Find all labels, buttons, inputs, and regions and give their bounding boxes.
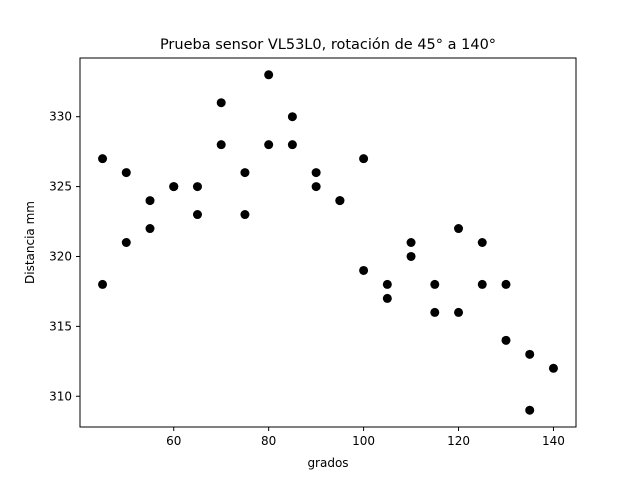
data-point (477, 279, 487, 289)
y-axis-label: Distancia mm (23, 201, 37, 284)
data-point (264, 140, 274, 150)
data-point (145, 196, 155, 206)
data-point (287, 140, 297, 150)
data-points (98, 70, 558, 415)
x-tick-label: 80 (261, 434, 276, 448)
data-point (287, 112, 297, 122)
data-point (121, 168, 131, 178)
data-point (145, 224, 155, 234)
data-point (406, 238, 416, 247)
y-tick-label: 320 (49, 249, 72, 263)
y-tick-label: 315 (49, 319, 72, 333)
data-point (240, 210, 250, 220)
data-point (216, 98, 226, 108)
chart-title: Prueba sensor VL53L0, rotación de 45° a … (160, 37, 496, 53)
x-tick-label: 140 (542, 434, 565, 448)
data-point (311, 182, 321, 192)
data-point (359, 265, 369, 275)
data-point (501, 279, 511, 289)
x-tick-label: 120 (447, 434, 470, 448)
plot-frame (79, 57, 577, 428)
data-point (311, 168, 321, 178)
y-axis-ticks: 310 315 320 325 330 (49, 110, 80, 403)
data-point (240, 168, 250, 178)
x-axis-ticks: 60 80 100 120 140 (166, 427, 565, 448)
data-point (192, 210, 202, 220)
data-point (192, 182, 202, 192)
x-axis-label: grados (307, 456, 348, 470)
data-point (216, 140, 226, 150)
data-point (359, 154, 369, 164)
y-tick-label: 310 (49, 389, 72, 403)
data-point (406, 251, 416, 261)
data-point (477, 238, 487, 247)
x-tick-label: 60 (166, 434, 181, 448)
data-point (430, 307, 440, 317)
data-point (525, 405, 535, 415)
data-point (454, 224, 464, 234)
data-point (501, 335, 511, 345)
data-point (548, 363, 558, 373)
data-point (98, 279, 108, 289)
data-point (98, 154, 108, 164)
data-point (454, 307, 464, 317)
x-tick-label: 100 (352, 434, 375, 448)
data-point (525, 349, 535, 359)
data-point (382, 293, 392, 303)
data-point (264, 70, 274, 80)
data-point (382, 279, 392, 289)
y-tick-label: 325 (49, 180, 72, 194)
data-point (430, 279, 440, 289)
data-point (335, 196, 345, 206)
y-tick-label: 330 (49, 110, 72, 124)
data-point (121, 238, 131, 247)
data-point (169, 182, 179, 192)
